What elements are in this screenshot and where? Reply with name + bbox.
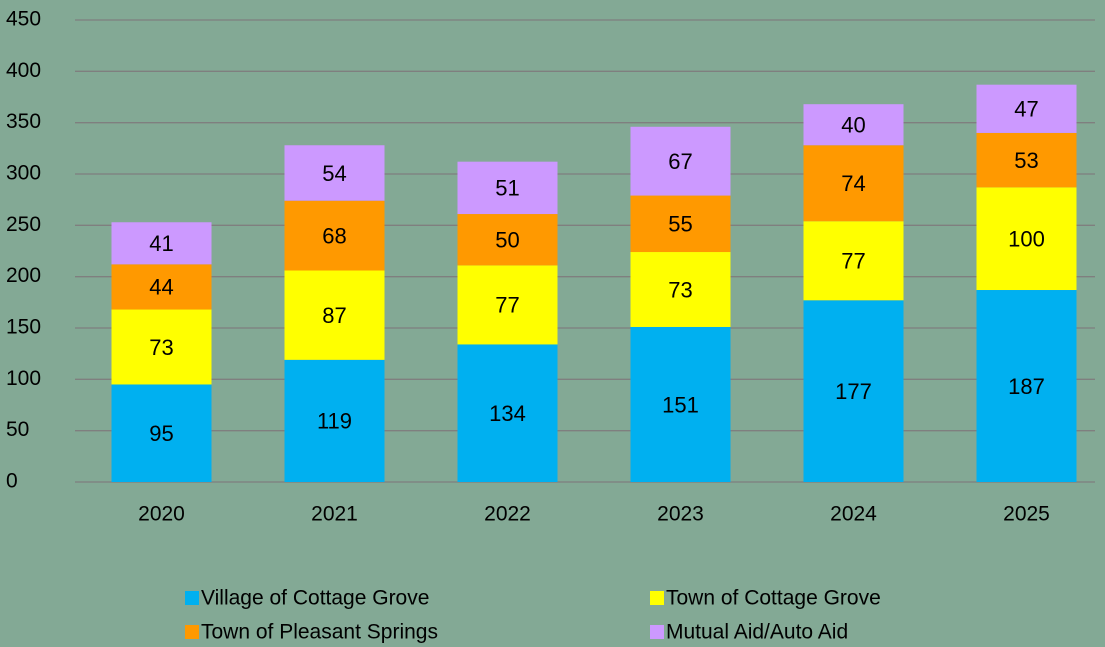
bar-segment xyxy=(630,252,731,327)
bar-segment xyxy=(976,132,1077,188)
bar-segment xyxy=(976,187,1077,291)
bar-segment xyxy=(630,126,731,196)
y-tick-label: 400 xyxy=(6,59,41,82)
data-label: 50 xyxy=(495,228,519,253)
data-label: 53 xyxy=(1014,148,1038,173)
legend-swatch xyxy=(650,591,664,605)
data-label: 77 xyxy=(841,249,865,274)
data-label: 100 xyxy=(1008,226,1045,251)
x-tick-label: 2025 xyxy=(1003,503,1050,526)
bar-segment xyxy=(111,309,212,385)
bar-segment xyxy=(284,359,385,482)
y-tick-label: 50 xyxy=(6,418,29,441)
bar-segment xyxy=(284,200,385,271)
data-label: 151 xyxy=(662,392,699,417)
data-label: 67 xyxy=(668,149,692,174)
y-tick-label: 450 xyxy=(6,8,41,31)
bar-segment xyxy=(803,104,904,146)
data-label: 44 xyxy=(149,275,173,300)
data-label: 51 xyxy=(495,176,519,201)
data-label: 95 xyxy=(149,421,173,446)
data-label: 73 xyxy=(668,277,692,302)
bar-segment xyxy=(976,84,1077,133)
bar-segment xyxy=(111,222,212,265)
x-tick-label: 2021 xyxy=(311,503,358,526)
bar-segment xyxy=(457,214,558,266)
data-label: 187 xyxy=(1008,374,1045,399)
legend-label: Village of Cottage Grove xyxy=(201,587,429,610)
bar-segment xyxy=(630,326,731,482)
data-label: 119 xyxy=(317,409,352,434)
data-label: 73 xyxy=(149,335,173,360)
legend-swatch xyxy=(650,625,664,639)
bar-segment xyxy=(976,290,1077,482)
bar-segment xyxy=(457,265,558,345)
bar-segment xyxy=(803,145,904,222)
bar-segment xyxy=(803,221,904,301)
bar-segment xyxy=(457,344,558,482)
legend-label: Town of Pleasant Springs xyxy=(201,621,438,644)
data-label: 47 xyxy=(1014,97,1038,122)
x-tick-label: 2020 xyxy=(138,503,185,526)
legend-swatch xyxy=(185,625,199,639)
data-label: 40 xyxy=(841,113,865,138)
data-label: 55 xyxy=(668,212,692,237)
bar-segment xyxy=(457,161,558,215)
data-label: 134 xyxy=(489,401,526,426)
legend-label: Town of Cottage Grove xyxy=(666,587,881,610)
data-label: 87 xyxy=(322,303,346,328)
y-tick-label: 100 xyxy=(6,367,41,390)
bar-segment xyxy=(111,264,212,310)
legend-label: Mutual Aid/Auto Aid xyxy=(666,621,848,644)
bar-segment xyxy=(803,300,904,482)
y-tick-label: 150 xyxy=(6,316,41,339)
data-label: 41 xyxy=(149,231,173,256)
bar-segment xyxy=(111,384,212,482)
legend-swatch xyxy=(185,591,199,605)
data-label: 68 xyxy=(322,223,346,248)
y-tick-label: 250 xyxy=(6,213,41,236)
y-tick-label: 200 xyxy=(6,264,41,287)
y-tick-label: 300 xyxy=(6,162,41,185)
data-label: 74 xyxy=(841,171,865,196)
y-tick-label: 350 xyxy=(6,110,41,133)
bar-segment xyxy=(284,145,385,201)
bar-segment xyxy=(284,270,385,360)
y-tick-label: 0 xyxy=(6,470,18,493)
x-tick-label: 2023 xyxy=(657,503,704,526)
x-tick-label: 2024 xyxy=(830,503,877,526)
data-label: 54 xyxy=(322,161,346,186)
data-label: 177 xyxy=(835,379,872,404)
bar-segment xyxy=(630,195,731,253)
data-label: 77 xyxy=(495,293,519,318)
x-tick-label: 2022 xyxy=(484,503,531,526)
